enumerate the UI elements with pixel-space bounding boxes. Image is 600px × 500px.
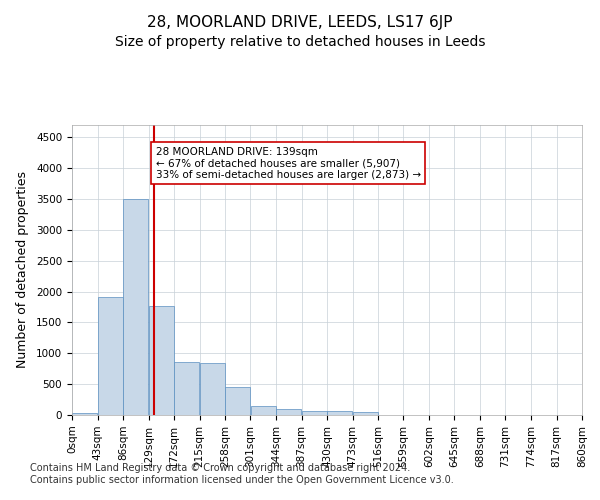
Text: Size of property relative to detached houses in Leeds: Size of property relative to detached ho…: [115, 35, 485, 49]
Bar: [302, 410, 327, 415]
Bar: [72, 413, 97, 415]
Bar: [276, 409, 301, 415]
Y-axis label: Number of detached properties: Number of detached properties: [16, 172, 29, 368]
Bar: [123, 199, 148, 415]
Bar: [225, 387, 250, 415]
Bar: [149, 306, 174, 415]
Bar: [327, 412, 352, 415]
Bar: [353, 412, 378, 415]
Text: Contains HM Land Registry data © Crown copyright and database right 2024.
Contai: Contains HM Land Registry data © Crown c…: [30, 464, 454, 485]
Bar: [200, 362, 225, 415]
Bar: [98, 296, 123, 415]
Bar: [251, 406, 276, 415]
Text: 28, MOORLAND DRIVE, LEEDS, LS17 6JP: 28, MOORLAND DRIVE, LEEDS, LS17 6JP: [147, 15, 453, 30]
Text: 28 MOORLAND DRIVE: 139sqm
← 67% of detached houses are smaller (5,907)
33% of se: 28 MOORLAND DRIVE: 139sqm ← 67% of detac…: [155, 146, 421, 180]
Bar: [174, 362, 199, 415]
